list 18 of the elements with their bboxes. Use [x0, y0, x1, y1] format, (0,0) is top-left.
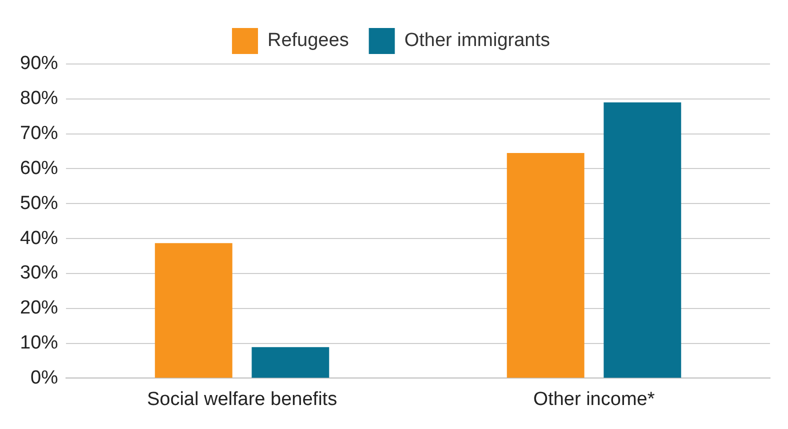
legend-label: Other immigrants [404, 30, 550, 52]
y-tick-label: 90% [20, 53, 58, 74]
bar [506, 153, 584, 378]
y-tick-label: 80% [20, 88, 58, 110]
y-tick-label: 40% [20, 228, 58, 249]
bar [154, 243, 232, 378]
y-tick-label: 50% [20, 192, 58, 214]
bar [252, 347, 330, 378]
y-tick-label: 10% [20, 332, 58, 354]
y-tick-label: 0% [30, 367, 58, 388]
x-tick-label: Social welfare benefits [146, 388, 338, 410]
y-tick-label: 20% [20, 298, 58, 319]
y-tick-label: 30% [20, 262, 58, 284]
bar [604, 102, 682, 378]
legend-label: Refugees [267, 30, 349, 52]
y-tick-label: 70% [20, 123, 58, 144]
x-tick-label: Other income* [533, 388, 656, 410]
y-tick-label: 60% [20, 158, 58, 179]
